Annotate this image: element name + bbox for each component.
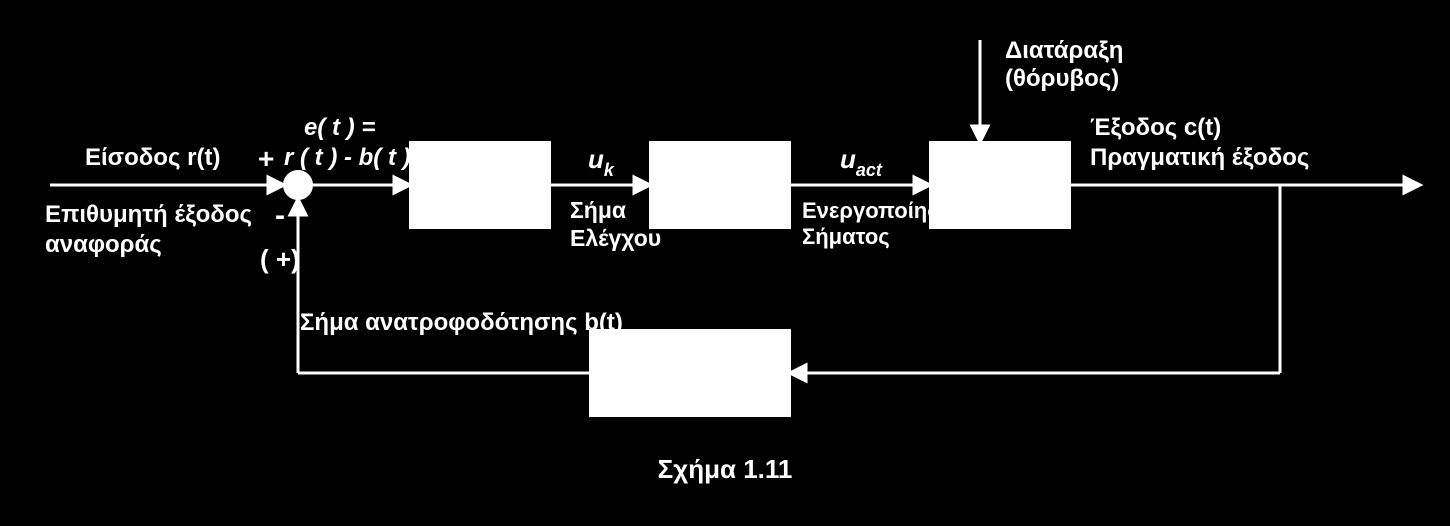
label-uact-desc2: Σήματος (802, 224, 890, 249)
canvas-bg (0, 0, 1450, 526)
label-plus: + (258, 143, 274, 174)
summing-junction (284, 171, 312, 199)
label-error-bot: r ( t ) - b( t ) (284, 144, 411, 171)
label-uk-desc2: Ελέγχου (570, 225, 661, 251)
label-input-sub1: Επιθυμητή έξοδος (45, 201, 252, 228)
label-fb: Σήμα ανατροφοδότησης b(t) (300, 309, 623, 336)
label-input: Είσοδος r(t) (85, 144, 220, 171)
label-out2: Πραγματική έξοδος (1090, 144, 1309, 171)
label-input-sub2: αναφοράς (45, 231, 162, 258)
label-caption: Σχήμα 1.11 (658, 454, 793, 484)
label-uact-desc1: Ενεργοποίηση (802, 198, 956, 223)
label-dist2: (θόρυβος) (1005, 65, 1119, 92)
block2 (650, 142, 790, 228)
label-error-top: e( t ) = (304, 114, 375, 141)
label-uk-desc1: Σήμα (570, 197, 626, 223)
label-dist1: Διατάραξη (1005, 37, 1123, 64)
label-minus-paren: ( +) (260, 244, 300, 274)
block1 (410, 142, 550, 228)
label-out1: Έξοδος c(t) (1090, 114, 1221, 141)
label-minus: - (275, 199, 285, 232)
block4 (590, 330, 790, 416)
